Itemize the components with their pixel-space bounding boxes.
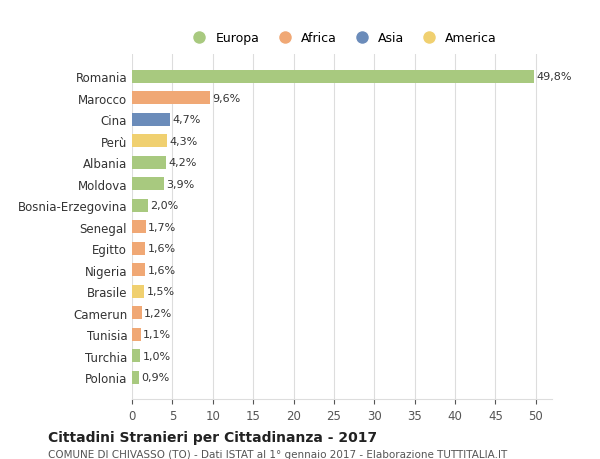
Bar [132,157,166,169]
Bar [132,307,142,319]
Bar [132,263,145,276]
Bar [132,349,140,362]
Text: 9,6%: 9,6% [212,94,240,104]
Bar [132,328,141,341]
Text: COMUNE DI CHIVASSO (TO) - Dati ISTAT al 1° gennaio 2017 - Elaborazione TUTTITALI: COMUNE DI CHIVASSO (TO) - Dati ISTAT al … [48,449,507,459]
Bar [132,71,534,84]
Text: 1,1%: 1,1% [143,330,172,339]
Text: 4,2%: 4,2% [169,158,197,168]
Text: 1,5%: 1,5% [146,286,175,297]
Bar [132,242,145,255]
Text: 49,8%: 49,8% [536,72,572,82]
Text: 1,6%: 1,6% [148,244,175,254]
Text: Cittadini Stranieri per Cittadinanza - 2017: Cittadini Stranieri per Cittadinanza - 2… [48,430,377,444]
Bar [132,221,146,234]
Text: 3,9%: 3,9% [166,179,194,189]
Bar [132,135,167,148]
Text: 1,6%: 1,6% [148,265,175,275]
Text: 1,0%: 1,0% [143,351,170,361]
Legend: Europa, Africa, Asia, America: Europa, Africa, Asia, America [182,27,502,50]
Bar [132,178,163,191]
Text: 1,7%: 1,7% [148,222,176,232]
Text: 4,7%: 4,7% [172,115,201,125]
Bar [132,199,148,212]
Bar [132,285,144,298]
Text: 4,3%: 4,3% [169,136,197,146]
Bar [132,113,170,127]
Text: 0,9%: 0,9% [142,372,170,382]
Text: 2,0%: 2,0% [151,201,179,211]
Bar [132,371,139,384]
Bar [132,92,209,105]
Text: 1,2%: 1,2% [144,308,172,318]
